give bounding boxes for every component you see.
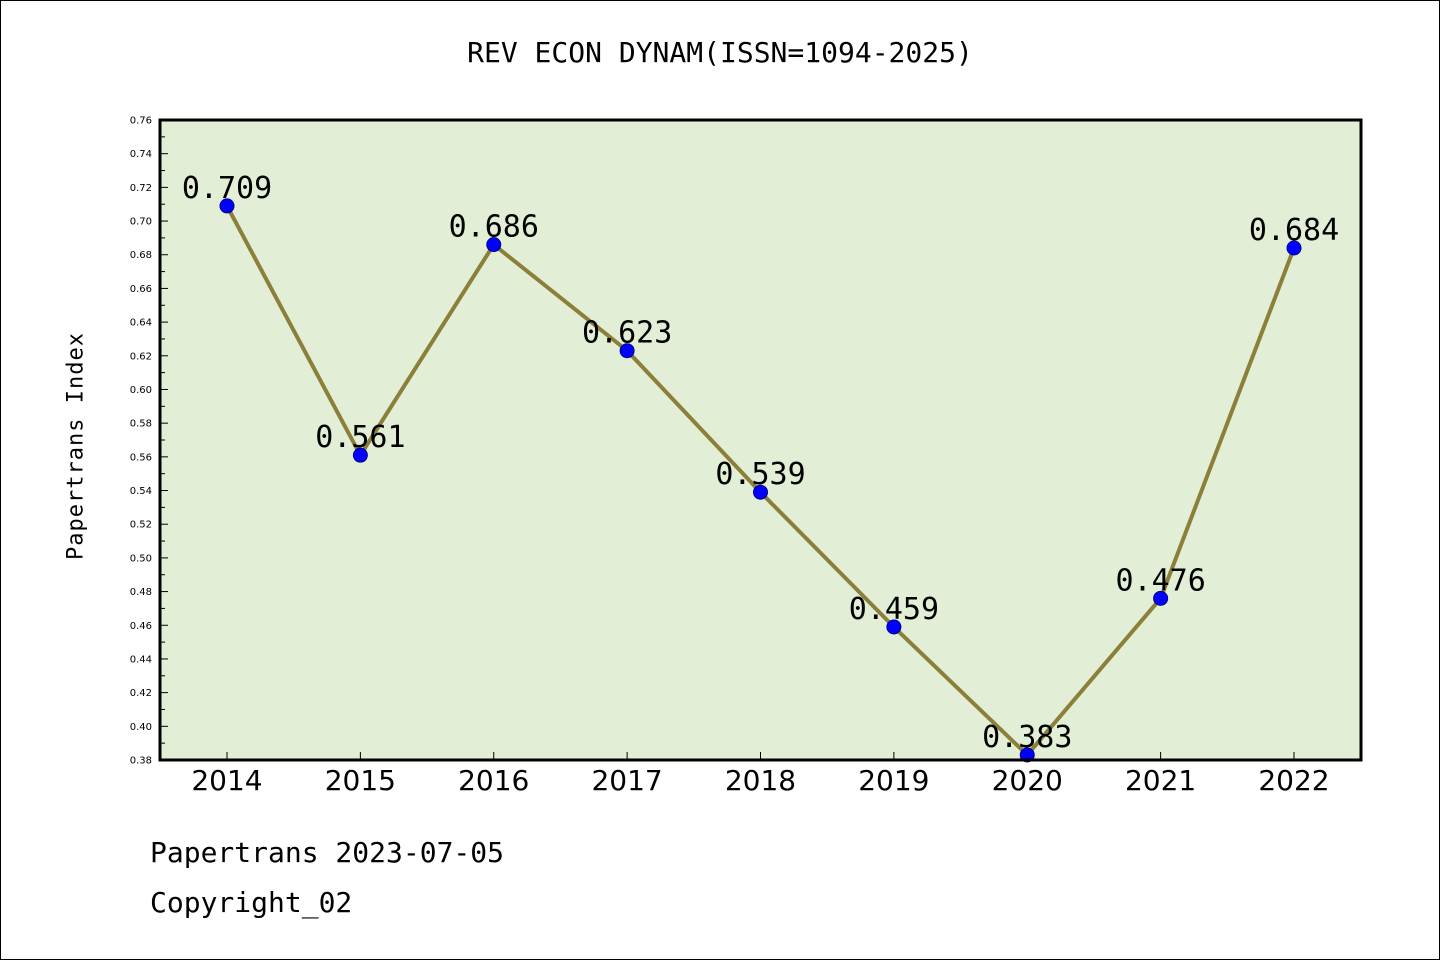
- y-tick-label: 0.42: [130, 688, 152, 699]
- y-tick-label: 0.60: [130, 385, 152, 396]
- data-label: 0.383: [982, 720, 1072, 755]
- x-tick-label: 2021: [1125, 764, 1196, 797]
- y-tick-label: 0.40: [130, 722, 152, 733]
- chart-title: REV ECON DYNAM(ISSN=1094-2025): [467, 36, 973, 69]
- data-label: 0.476: [1115, 563, 1205, 598]
- footer-date: Papertrans 2023-07-05: [150, 836, 505, 869]
- y-tick-label: 0.50: [130, 553, 152, 564]
- data-label: 0.709: [182, 171, 272, 206]
- data-point: [219, 198, 235, 214]
- x-axis: 2014 2015 2016 2017 2018 2019 2020 2021 2022: [191, 752, 1330, 797]
- data-label: 0.686: [449, 210, 539, 245]
- y-tick-label: 0.70: [130, 217, 152, 228]
- data-point: [753, 484, 768, 500]
- data-point: [886, 619, 902, 635]
- y-tick-label: 0.58: [130, 419, 152, 430]
- y-axis: 0.38 0.40 0.42 0.44 0.46 0.48 0.50 0.52 0.54 0.56…: [130, 116, 168, 767]
- x-tick-label: 2015: [325, 764, 396, 797]
- data-label: 0.539: [715, 457, 805, 492]
- data-point: [1019, 747, 1035, 763]
- x-tick-label: 2014: [191, 764, 262, 797]
- data-label: 0.623: [582, 316, 672, 351]
- y-tick-label: 0.38: [130, 756, 152, 767]
- data-label: 0.561: [315, 420, 405, 455]
- y-tick-label: 0.46: [130, 621, 152, 632]
- data-point: [352, 447, 368, 463]
- plot-area: [160, 120, 1361, 760]
- y-tick-label: 0.56: [130, 452, 152, 463]
- footer-copyright: Copyright_02: [150, 886, 353, 919]
- data-point: [619, 343, 635, 359]
- y-tick-label: 0.64: [130, 318, 152, 329]
- y-tick-label: 0.44: [130, 654, 152, 665]
- data-points: 0.709 0.561 0.686 0.623 0.539 0.459 0.383 0.476…: [182, 171, 1339, 763]
- data-point: [1153, 590, 1169, 606]
- x-tick-label: 2019: [858, 764, 929, 797]
- x-tick-label: 2016: [458, 764, 529, 797]
- y-tick-label: 0.74: [130, 149, 152, 160]
- data-label: 0.684: [1249, 213, 1339, 248]
- x-tick-label: 2020: [992, 764, 1063, 797]
- data-point: [1286, 240, 1302, 256]
- x-tick-label: 2018: [725, 764, 796, 797]
- y-tick-label: 0.54: [130, 486, 152, 497]
- data-point: [486, 237, 502, 253]
- x-tick-label: 2017: [591, 764, 662, 797]
- y-tick-label: 0.52: [130, 520, 152, 531]
- data-label: 0.459: [849, 592, 939, 627]
- y-tick-label: 0.66: [130, 284, 152, 295]
- y-tick-label: 0.72: [130, 183, 152, 194]
- y-tick-label: 0.62: [130, 351, 152, 362]
- y-tick-label: 0.48: [130, 587, 152, 598]
- y-tick-label: 0.76: [130, 116, 152, 127]
- x-tick-label: 2022: [1258, 764, 1329, 797]
- plot-border: [158, 118, 1363, 762]
- y-tick-label: 0.68: [130, 250, 152, 261]
